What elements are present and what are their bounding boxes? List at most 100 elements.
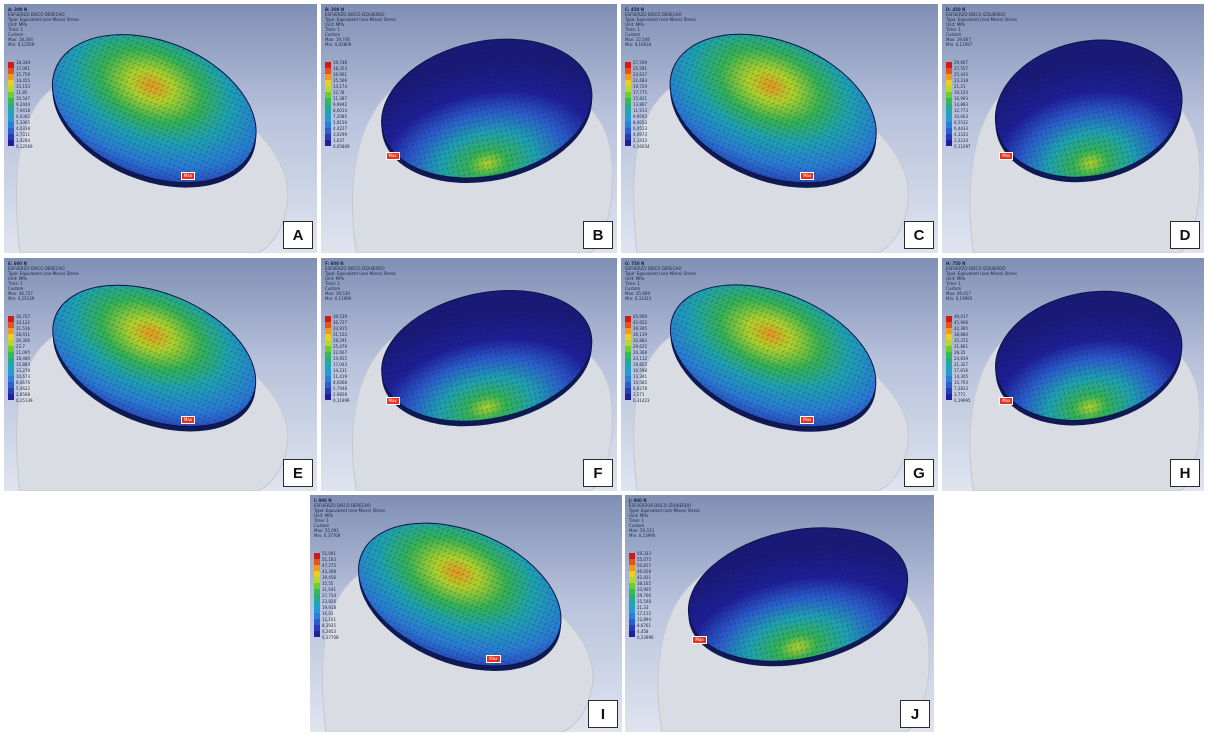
legend-tick: 6,0513 [633, 126, 647, 131]
legend-tick: 55,091 [322, 551, 336, 556]
legend-tick: 1,4284 [16, 138, 30, 143]
legend-swatch [625, 364, 631, 370]
legend-swatch [8, 134, 14, 140]
legend-swatch [625, 116, 631, 122]
legend-swatch [8, 80, 14, 86]
legend-tick: 11,85 [16, 90, 28, 95]
legend-tick: 26,368 [633, 350, 647, 355]
mesh-scene [633, 284, 909, 491]
panel-letter: F [583, 459, 613, 487]
legend-swatch [629, 631, 635, 637]
legend-tick: 0,11097 [954, 144, 971, 149]
legend-tick: 7,2823 [954, 386, 968, 391]
legend-tick: 26,306 [16, 338, 30, 343]
info-min: Min: 0,05809 [325, 42, 352, 47]
legend-swatch [8, 98, 14, 104]
legend-swatch [325, 358, 331, 364]
legend-tick: 25,548 [637, 599, 651, 604]
legend-swatch [314, 625, 320, 631]
info-custom: Custom [629, 523, 645, 528]
legend-swatch [314, 559, 320, 565]
legend-swatch [314, 553, 320, 559]
legend-tick: 16,993 [954, 96, 968, 101]
fea-panel-b: Max B: 300 N ESFUERZO DISCO IZQUIERDO Type:… [321, 4, 617, 253]
legend-swatch [8, 128, 14, 134]
legend-tick: 10,085 [633, 380, 647, 385]
legend-swatch [325, 110, 331, 116]
legend-tick: 16,598 [633, 368, 647, 373]
legend-swatch [314, 607, 320, 613]
panel-letter: I [588, 700, 618, 728]
legend-swatch [946, 86, 952, 92]
legend-swatch [629, 577, 635, 583]
mesh-scene [969, 290, 1201, 491]
legend-tick: 8,6068 [333, 380, 347, 385]
legend-tick: 27,734 [322, 593, 336, 598]
legend-tick: 36,139 [633, 332, 647, 337]
info-name: ESFUERZOS DISCO IZQUIERDO [629, 503, 692, 508]
legend-swatch [946, 382, 952, 388]
legend-swatch [946, 370, 952, 376]
legend-tick: 23,318 [954, 78, 968, 83]
info-title: D: 450 N [946, 7, 966, 12]
info-name: ESFUERZO DISCO DERECHO [625, 266, 682, 271]
info-min: Min: 0,31423 [625, 296, 652, 301]
legend-tick: 16,961 [333, 72, 347, 77]
panel-letter: E [283, 459, 313, 487]
info-name: ESFUERZO DISCO IZQUIERDO [325, 12, 385, 17]
legend-tick: 8,1935 [322, 623, 336, 628]
legend-tick: 0,19995 [954, 398, 971, 403]
result-info: G: 750 N ESFUERZO DISCO DERECHO Type: Equi… [625, 261, 705, 301]
max-stress-tag: Max [180, 415, 196, 424]
legend-tick: 31,861 [954, 344, 968, 349]
result-info: J: 900 N ESFUERZOS DISCO IZQUIERDO Type: E… [629, 498, 709, 538]
legend-swatch [8, 74, 14, 80]
legend-tick: 29,625 [633, 344, 647, 349]
max-stress-tag: Max [999, 152, 1014, 161]
max-stress-tag: Max [486, 655, 501, 664]
info-type: Type: Equivalent (von-Mises) Stress [314, 508, 385, 513]
legend-tick: 35,372 [954, 338, 968, 343]
legend-tick: 0,16034 [633, 144, 650, 149]
legend-tick: 59,333 [637, 551, 651, 556]
legend-tick: 12,101 [322, 617, 336, 622]
info-min: Min: 0,16034 [625, 42, 652, 47]
legend-tick: 9,2444 [16, 102, 30, 107]
legend-colorbar [946, 62, 952, 146]
info-min: Min: 0,12569 [8, 42, 35, 47]
info-max: Max: 45,909 [625, 291, 650, 296]
legend-tick: 29,766 [637, 593, 651, 598]
result-info: I: 900 N ESFUERZO DISCO DERECHO Type: Equi… [314, 498, 394, 538]
legend-tick: 0,37708 [322, 635, 339, 640]
legend-swatch [325, 92, 331, 98]
legend-swatch [625, 140, 631, 146]
info-custom: Custom [946, 286, 962, 291]
legend-tick: 11,419 [333, 374, 347, 379]
legend-swatch [946, 68, 952, 74]
max-stress-tag: Max [999, 396, 1014, 405]
legend-tick: 14,174 [333, 84, 347, 89]
fea-panel-c: Max C: 450 N ESFUERZO DISCO DERECHO Type: E… [621, 4, 938, 253]
legend-tick: 2,8568 [16, 392, 30, 397]
legend-swatch [314, 565, 320, 571]
legend-swatch [625, 104, 631, 110]
result-info: C: 450 N ESFUERZO DISCO DERECHO Type: Equi… [625, 7, 705, 47]
legend-tick: 28,35 [954, 350, 966, 355]
legend-tick: 21,327 [954, 362, 968, 367]
mesh-scene [16, 284, 289, 491]
legend-tick: 6,4433 [954, 126, 968, 131]
mesh-scene [16, 34, 289, 253]
legend-swatch [8, 140, 14, 146]
legend-tick: 2,1433 [633, 138, 647, 143]
legend-swatch [946, 316, 952, 322]
legend-tick: 39,395 [633, 326, 647, 331]
legend-tick: 11,387 [333, 96, 347, 101]
legend-swatch [946, 340, 952, 346]
legend-swatch [625, 328, 631, 334]
info-time: Time: 1 [946, 27, 961, 32]
info-title: B: 300 N [325, 7, 345, 12]
legend-swatch [325, 98, 331, 104]
mesh-scene [352, 289, 613, 491]
legend-swatch [314, 619, 320, 625]
legend-tick: 22,667 [333, 350, 347, 355]
